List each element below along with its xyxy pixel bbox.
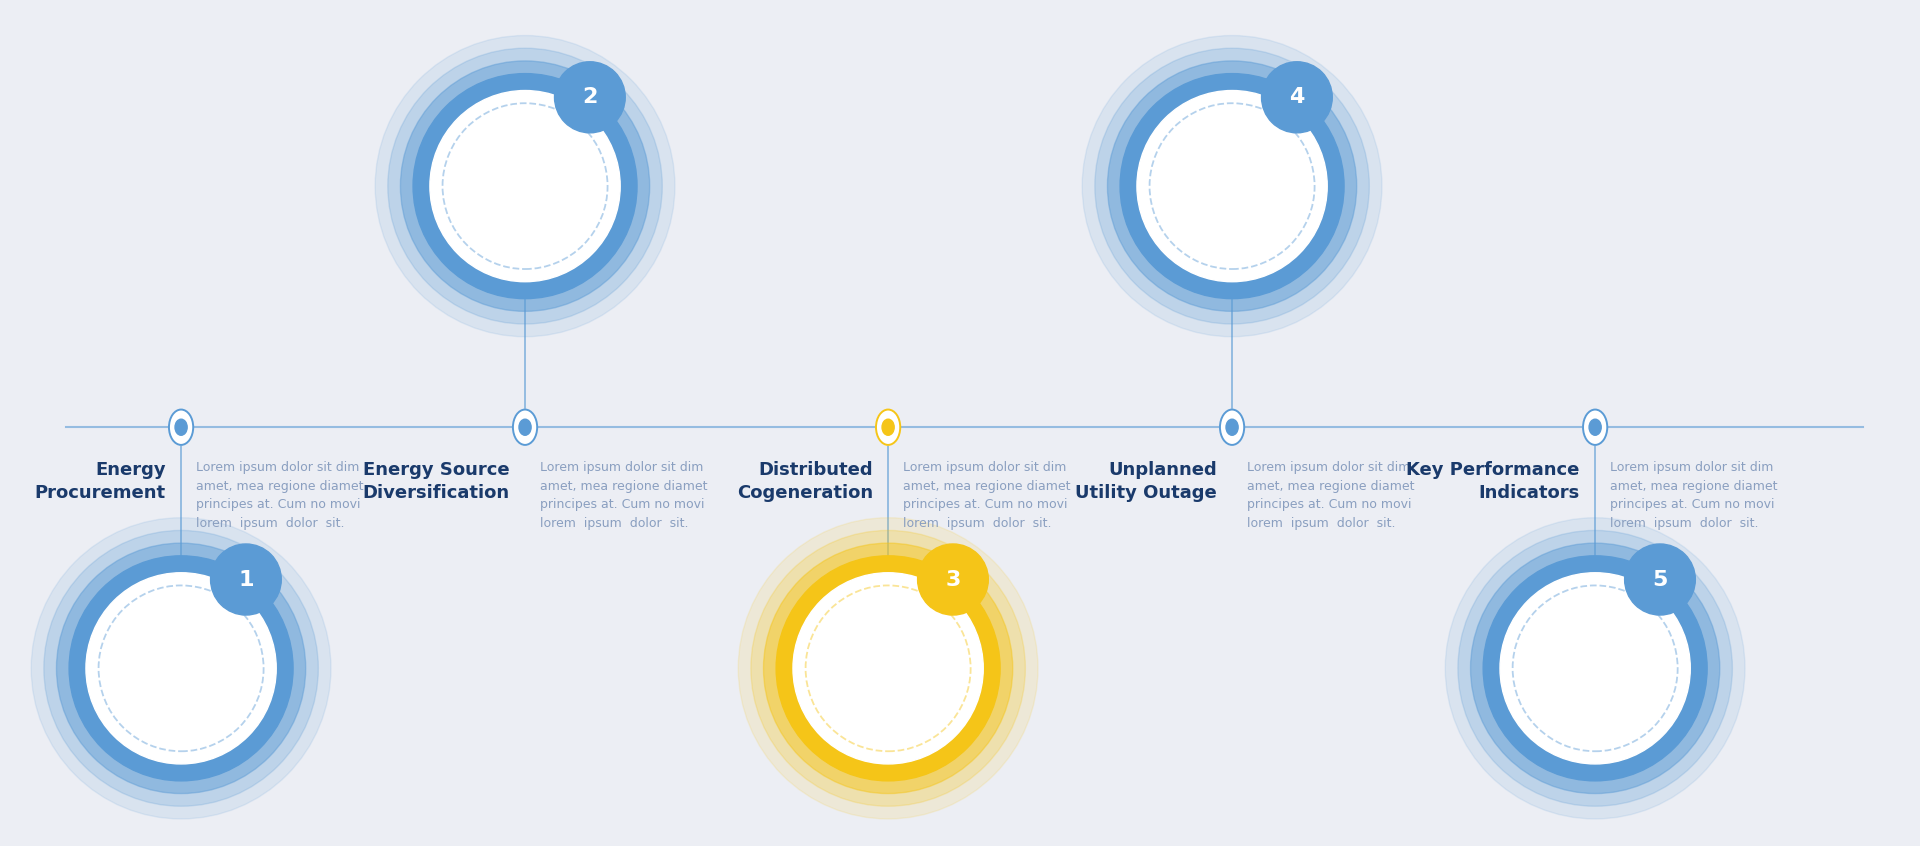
Ellipse shape — [413, 74, 637, 299]
Ellipse shape — [776, 556, 1000, 781]
Ellipse shape — [555, 62, 626, 133]
Ellipse shape — [69, 556, 294, 781]
Text: 4: 4 — [1288, 87, 1304, 107]
Ellipse shape — [876, 409, 900, 445]
Ellipse shape — [86, 573, 276, 764]
Ellipse shape — [1582, 409, 1607, 445]
Ellipse shape — [430, 91, 620, 282]
Text: Lorem ipsum dolor sit dim
amet, mea regione diamet
principes at. Cum no movi
lor: Lorem ipsum dolor sit dim amet, mea regi… — [1611, 461, 1778, 530]
Ellipse shape — [518, 420, 532, 435]
Ellipse shape — [881, 420, 895, 435]
Ellipse shape — [175, 420, 186, 435]
Ellipse shape — [1500, 573, 1690, 764]
Ellipse shape — [1108, 61, 1357, 311]
Ellipse shape — [374, 36, 676, 337]
Ellipse shape — [764, 543, 1012, 794]
Ellipse shape — [388, 48, 662, 324]
Text: Lorem ipsum dolor sit dim
amet, mea regione diamet
principes at. Cum no movi
lor: Lorem ipsum dolor sit dim amet, mea regi… — [196, 461, 365, 530]
Text: Energy Source
Diversification: Energy Source Diversification — [363, 461, 511, 502]
Text: Lorem ipsum dolor sit dim
amet, mea regione diamet
principes at. Cum no movi
lor: Lorem ipsum dolor sit dim amet, mea regi… — [540, 461, 708, 530]
Ellipse shape — [401, 61, 649, 311]
Ellipse shape — [169, 409, 194, 445]
Text: 3: 3 — [945, 569, 960, 590]
Ellipse shape — [1261, 62, 1332, 133]
Text: Distributed
Cogeneration: Distributed Cogeneration — [737, 461, 874, 502]
Text: Energy
Procurement: Energy Procurement — [35, 461, 165, 502]
Ellipse shape — [739, 518, 1039, 819]
Ellipse shape — [1119, 74, 1344, 299]
Ellipse shape — [44, 530, 319, 806]
Text: 1: 1 — [238, 569, 253, 590]
Ellipse shape — [56, 543, 305, 794]
Text: 5: 5 — [1653, 569, 1668, 590]
Ellipse shape — [1624, 544, 1695, 615]
Text: Key Performance
Indicators: Key Performance Indicators — [1407, 461, 1580, 502]
Ellipse shape — [1482, 556, 1707, 781]
Ellipse shape — [513, 409, 538, 445]
Text: Unplanned
Utility Outage: Unplanned Utility Outage — [1075, 461, 1217, 502]
Ellipse shape — [1083, 36, 1382, 337]
Text: 2: 2 — [582, 87, 597, 107]
Ellipse shape — [211, 544, 282, 615]
Ellipse shape — [751, 530, 1025, 806]
Ellipse shape — [1094, 48, 1369, 324]
Ellipse shape — [1227, 420, 1238, 435]
Ellipse shape — [918, 544, 989, 615]
Ellipse shape — [1137, 91, 1327, 282]
Ellipse shape — [1446, 518, 1745, 819]
Ellipse shape — [1590, 420, 1601, 435]
Text: Lorem ipsum dolor sit dim
amet, mea regione diamet
principes at. Cum no movi
lor: Lorem ipsum dolor sit dim amet, mea regi… — [904, 461, 1071, 530]
Ellipse shape — [31, 518, 330, 819]
Ellipse shape — [1457, 530, 1732, 806]
Text: Lorem ipsum dolor sit dim
amet, mea regione diamet
principes at. Cum no movi
lor: Lorem ipsum dolor sit dim amet, mea regi… — [1248, 461, 1415, 530]
Ellipse shape — [1471, 543, 1720, 794]
Ellipse shape — [1219, 409, 1244, 445]
Ellipse shape — [793, 573, 983, 764]
